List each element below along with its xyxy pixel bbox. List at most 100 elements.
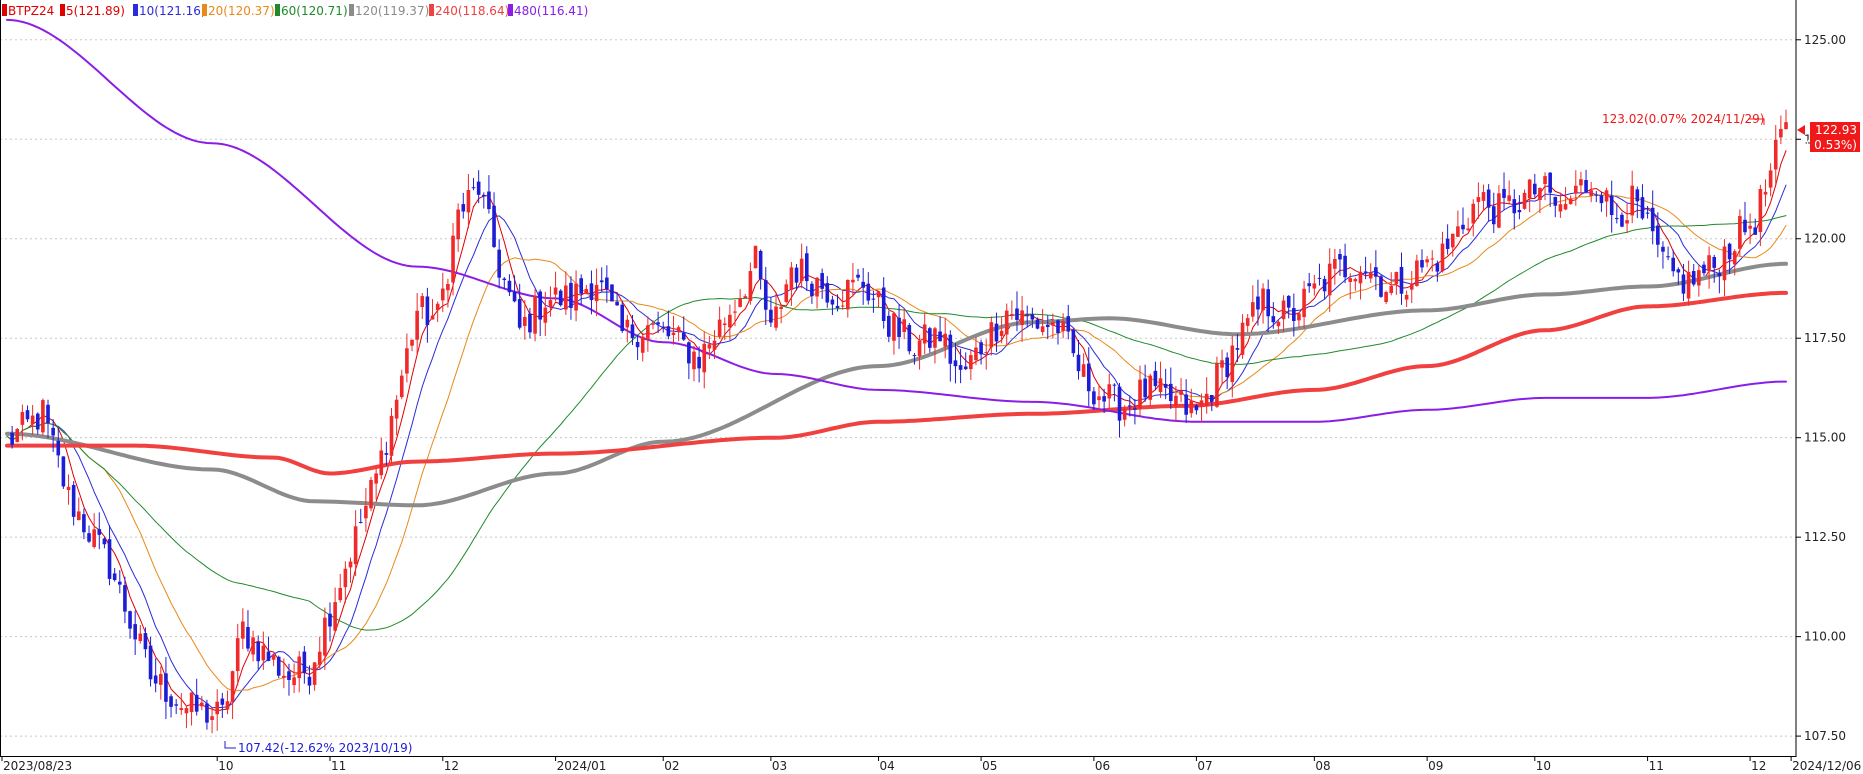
candle-body bbox=[215, 701, 220, 715]
candle-body bbox=[1481, 192, 1486, 201]
candle-body bbox=[1538, 187, 1542, 201]
candle-body bbox=[1661, 246, 1665, 252]
candle-body bbox=[758, 250, 763, 280]
candle-body bbox=[999, 330, 1004, 336]
last-price-tag bbox=[1810, 122, 1860, 152]
candle-body bbox=[671, 332, 676, 336]
x-tick-label: 12 bbox=[1751, 759, 1766, 773]
candle-body bbox=[851, 279, 855, 283]
candle-body bbox=[425, 296, 430, 326]
candle-body bbox=[666, 326, 671, 337]
candle-body bbox=[599, 280, 604, 283]
candle-body bbox=[1430, 258, 1435, 260]
candle-body bbox=[1476, 197, 1481, 202]
candle-body bbox=[584, 288, 589, 294]
x-tick-label: 02 bbox=[664, 759, 679, 773]
candle-body bbox=[1738, 216, 1742, 249]
candle-body bbox=[681, 332, 686, 340]
candle-body bbox=[1168, 383, 1173, 402]
x-tick-label: 05 bbox=[982, 759, 997, 773]
candle-body bbox=[343, 568, 348, 588]
candle-body bbox=[610, 284, 614, 302]
candle-body bbox=[1035, 319, 1040, 329]
candle-body bbox=[1435, 263, 1440, 272]
candle-body bbox=[415, 310, 419, 340]
candle-body bbox=[804, 253, 809, 282]
candle-body bbox=[117, 581, 122, 585]
candle-body bbox=[1010, 314, 1014, 317]
candle-body bbox=[297, 656, 302, 679]
legend-ma480: 480(116.41) bbox=[514, 4, 588, 18]
candle-body bbox=[1348, 278, 1353, 283]
candle-body bbox=[733, 311, 737, 313]
legend-swatch-ma10 bbox=[133, 4, 138, 16]
candle-body bbox=[123, 585, 127, 612]
price-tag-pointer bbox=[1797, 125, 1805, 135]
candle-body bbox=[261, 645, 266, 661]
candle-body bbox=[1625, 220, 1629, 224]
candle-body bbox=[1732, 251, 1737, 265]
candle-body bbox=[1389, 285, 1394, 294]
candle-body bbox=[738, 298, 742, 307]
candle-body bbox=[1107, 384, 1112, 399]
candle-body bbox=[389, 415, 394, 456]
legend-ma5: 5(121.89) bbox=[66, 4, 125, 18]
candle-body bbox=[1092, 391, 1096, 405]
candle-body bbox=[1548, 172, 1552, 193]
legend-swatch-ma120 bbox=[349, 4, 354, 16]
candle-body bbox=[1276, 321, 1281, 327]
candle-body bbox=[1461, 224, 1465, 230]
candle-body bbox=[994, 323, 999, 342]
candle-body bbox=[840, 305, 845, 307]
candle-body bbox=[292, 677, 296, 686]
candle-body bbox=[1281, 300, 1286, 320]
candle-body bbox=[358, 522, 363, 524]
candle-body bbox=[1773, 139, 1778, 170]
candle-body bbox=[589, 283, 594, 301]
ma-60-line bbox=[6, 215, 1787, 631]
candle-body bbox=[1599, 195, 1604, 204]
candle-body bbox=[10, 432, 14, 445]
candle-body bbox=[1589, 190, 1593, 196]
candle-body bbox=[625, 319, 630, 328]
x-tick-label: 10 bbox=[218, 759, 233, 773]
x-tick-label: 09 bbox=[1428, 759, 1443, 773]
candle-body bbox=[1184, 394, 1188, 415]
candle-body bbox=[1230, 345, 1235, 383]
candle-body bbox=[1522, 192, 1527, 209]
candle-body bbox=[892, 313, 896, 341]
candle-body bbox=[1317, 277, 1322, 279]
candle-body bbox=[687, 342, 691, 364]
candle-body bbox=[1620, 214, 1624, 227]
candle-body bbox=[1127, 405, 1132, 407]
candle-body bbox=[676, 327, 681, 332]
candle-body bbox=[958, 365, 963, 370]
candle-body bbox=[748, 271, 753, 301]
candle-body bbox=[1194, 405, 1199, 411]
candle-body bbox=[225, 701, 230, 710]
candle-body bbox=[799, 258, 804, 281]
candle-body bbox=[1245, 318, 1250, 326]
candle-body bbox=[1491, 206, 1496, 225]
candle-body bbox=[1122, 408, 1127, 420]
candle-body bbox=[1615, 218, 1619, 220]
candle-body bbox=[492, 205, 496, 247]
candle-body bbox=[148, 645, 153, 680]
candle-body bbox=[200, 702, 204, 707]
candle-body bbox=[461, 204, 466, 212]
candle-body bbox=[1158, 378, 1163, 393]
candle-body bbox=[210, 716, 214, 721]
low-annotation-leader bbox=[224, 741, 236, 749]
candle-body bbox=[1445, 238, 1450, 249]
x-tick-label: 03 bbox=[772, 759, 787, 773]
candle-body bbox=[620, 304, 625, 331]
candle-body bbox=[1650, 207, 1655, 232]
candle-body bbox=[184, 708, 189, 714]
candle-body bbox=[789, 267, 794, 290]
candle-body bbox=[1573, 185, 1578, 194]
candle-body bbox=[615, 301, 619, 306]
legend-ma240: 240(118.64) bbox=[435, 4, 509, 18]
legend-swatch-ma5 bbox=[60, 4, 65, 16]
legend-ma60: 60(120.71) bbox=[281, 4, 348, 18]
